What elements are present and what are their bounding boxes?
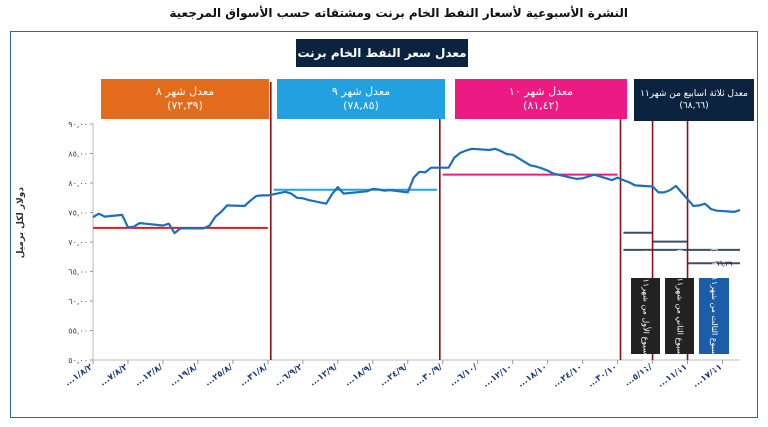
y-tick-label: ٧٥,٠٠ xyxy=(68,209,88,218)
y-tick-label: ٦٠,٠٠ xyxy=(68,297,88,306)
avg-banner-october-label: معدل شهر ١٠ xyxy=(508,85,574,98)
x-tick-label: ...٢٤/٩/ xyxy=(378,362,410,389)
y-axis-title-text: دولار لكل برميل xyxy=(16,186,26,259)
y-tick-label: ٨٥,٠٠ xyxy=(68,150,88,159)
avg-banner-september-value: (٧٨,٨٥) xyxy=(343,99,379,112)
week3-avg-label: معدل الاسبوع الثالث من شهر١١ (٦٦,٣٩) xyxy=(710,248,719,384)
x-tick-label: ...٢٥/٨/ xyxy=(203,362,235,389)
avg-banner-october-value: (٨١,٤٢) xyxy=(523,99,559,112)
x-tick-label: ...١٣/٨/ xyxy=(133,362,165,389)
chart-frame xyxy=(10,31,758,418)
x-tick-label: ...٦/١٠/ xyxy=(448,362,480,389)
week1-avg-label: معدل الاسبوع الأول من شهر١١ (٧١,٥٦) xyxy=(641,250,651,382)
x-tick-label: ...١٨/١٠ xyxy=(516,362,549,389)
x-tick-label: ...١٢/١٠ xyxy=(481,362,514,389)
page-title: النشرة الأسبوعية لأسعار النفط الخام برنت… xyxy=(169,6,628,20)
x-tick-label: ...١٩/٨/ xyxy=(168,362,200,389)
y-tick-label: ٥٥,٠٠ xyxy=(68,327,88,336)
data-label: ٦٦,٣٩ xyxy=(715,260,733,268)
y-tick-label: ٨٠,٠٠ xyxy=(68,179,88,188)
y-tick-label: ٦٥,٠٠ xyxy=(68,268,88,277)
avg-banner-september: معدل شهر ٩ (٧٨,٨٥) xyxy=(277,79,445,119)
avg-banner-august-label: معدل شهر ٨ xyxy=(155,85,215,98)
x-tick-label: ...٧/٨/٢ xyxy=(98,362,130,389)
avg-banner-october: معدل شهر ١٠ (٨١,٤٢) xyxy=(455,79,627,119)
avg-banner-november-value: (٦٨,٦٦) xyxy=(679,101,709,111)
x-tick-label: ...٣١/٨/ xyxy=(238,362,270,389)
series-line-brent xyxy=(92,147,741,235)
y-tick-label: ٥٠,٠٠ xyxy=(68,356,88,365)
y-tick-label: ٧٠,٠٠ xyxy=(68,238,88,247)
y-axis-title: دولار لكل برميل xyxy=(12,175,30,270)
week2-avg-box: معدل الاسبوع الثاني من شهر١١ (٧٠,٠٦) xyxy=(665,249,694,383)
x-tick-label: ...٦/٩/٢ xyxy=(273,362,305,389)
chart-title: معدل سعر النفط الخام برنت xyxy=(296,39,468,67)
avg-banner-august-value: (٧٢,٣٩) xyxy=(167,99,203,112)
avg-banner-september-label: معدل شهر ٩ xyxy=(331,85,391,98)
week3-avg-box: معدل الاسبوع الثالث من شهر١١ (٦٦,٣٩) xyxy=(699,248,729,384)
x-tick-label: ...١٨/٩/ xyxy=(343,362,375,389)
x-tick-label: ...٣٠/١٠ xyxy=(586,362,619,389)
y-tick-label: ٩٠,٠٠ xyxy=(68,120,88,129)
avg-banner-august: معدل شهر ٨ (٧٢,٣٩) xyxy=(101,79,269,119)
week1-avg-box: معدل الاسبوع الأول من شهر١١ (٧١,٥٦) xyxy=(631,250,660,382)
avg-banner-november-label: معدل ثلاثة اسابيع من شهر١١ xyxy=(640,89,748,99)
x-tick-label: ...٢٤/١٠ xyxy=(551,362,584,389)
x-tick-label: ...١٧/١١ xyxy=(691,362,724,389)
x-tick-label: ...١/٨/٢ xyxy=(63,362,95,389)
x-tick-label: ...٣٠/٩/ xyxy=(413,362,445,389)
x-tick-label: ...١٢/٩/ xyxy=(308,362,340,389)
avg-banner-november-3weeks: معدل ثلاثة اسابيع من شهر١١ (٦٨,٦٦) xyxy=(634,79,754,121)
week2-avg-label: معدل الاسبوع الثاني من شهر١١ (٧٠,٠٦) xyxy=(675,249,685,383)
